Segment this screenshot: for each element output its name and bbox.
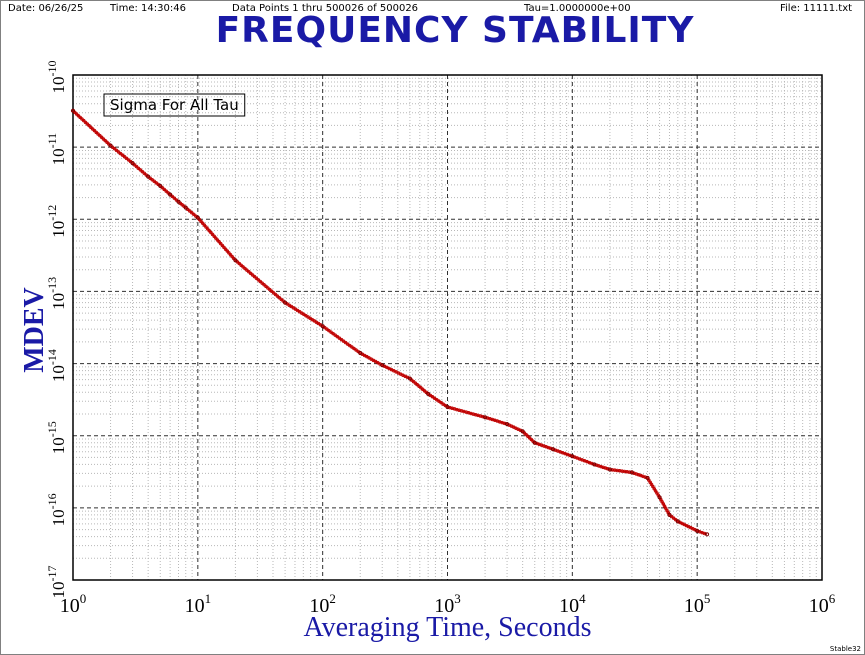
legend-box xyxy=(103,93,246,117)
mdev-data-point xyxy=(657,495,662,500)
y-tick-label: 10-13 xyxy=(45,277,68,310)
mdev-data-point xyxy=(176,199,181,204)
header-time: Time: 14:30:46 xyxy=(110,3,186,14)
mdev-data-point xyxy=(645,475,650,481)
mdev-data-point xyxy=(140,169,145,174)
mdev-data-point xyxy=(142,171,147,176)
y-tick-label: 10-16 xyxy=(45,493,68,526)
mdev-data-point xyxy=(695,528,700,533)
plot-border xyxy=(72,74,823,581)
mdev-data-point xyxy=(168,192,173,197)
chart-title: FREQUENCY STABILITY xyxy=(215,10,695,51)
mdev-data-point xyxy=(550,447,556,452)
mdev-data-point xyxy=(188,209,192,213)
mdev-data-point xyxy=(667,512,672,517)
mdev-data-point xyxy=(172,196,177,200)
x-tick-label: 105 xyxy=(684,591,711,617)
y-tick-label: 10-14 xyxy=(45,349,68,382)
y-tick-label: 10-10 xyxy=(45,61,68,94)
mdev-data-point xyxy=(592,462,597,467)
mdev-data-point xyxy=(146,174,151,179)
mdev-data-point xyxy=(70,108,76,113)
x-axis-label: Averaging Time, Seconds xyxy=(303,612,592,643)
mdev-data-point xyxy=(704,532,710,537)
mdev-data-point xyxy=(358,350,363,356)
mdev-data-point xyxy=(192,212,196,217)
y-tick-label: 10-15 xyxy=(45,421,68,454)
mdev-data-point xyxy=(426,391,431,396)
x-tick-label: 102 xyxy=(309,591,336,617)
mdev-data-point xyxy=(629,470,634,475)
mdev-data-point xyxy=(407,376,413,381)
x-tick-label: 100 xyxy=(60,591,87,617)
mdev-data-point xyxy=(130,161,135,166)
header-tau: Tau=1.0000000e+00 xyxy=(524,3,631,14)
mdev-data-point xyxy=(164,189,168,193)
mdev-data-point xyxy=(380,363,385,368)
mdev-data-point xyxy=(162,187,166,192)
mdev-data-point xyxy=(108,143,113,148)
y-tick-label: 10-12 xyxy=(45,205,68,238)
mdev-data-point xyxy=(482,415,488,420)
legend-label: Sigma For All Tau xyxy=(110,96,239,114)
x-tick-label: 106 xyxy=(809,591,836,617)
y-tick-label: 10-17 xyxy=(45,566,68,599)
mdev-data-point xyxy=(607,467,613,472)
mdev-data-point xyxy=(134,164,139,169)
mdev-data-point xyxy=(504,421,510,427)
x-tick-label: 104 xyxy=(559,591,586,617)
mdev-data-point xyxy=(190,210,194,215)
footer-label: Stable32 xyxy=(829,645,861,653)
mdev-data-point xyxy=(320,324,325,329)
y-tick-label: 10-11 xyxy=(45,133,68,166)
mdev-data-point xyxy=(138,168,143,172)
mdev-data-point xyxy=(282,300,288,305)
header-file: File: 11111.txt xyxy=(780,3,853,14)
mdev-data-point xyxy=(136,166,141,170)
mdev-data-point xyxy=(671,516,676,520)
mdev-data-point xyxy=(158,183,163,189)
header-data-points: Data Points 1 thru 500026 of 500026 xyxy=(232,3,419,14)
mdev-data-point xyxy=(520,429,525,434)
x-tick-label: 101 xyxy=(185,591,212,617)
y-axis-label: MDEV xyxy=(19,287,50,373)
header-date: Date: 06/26/25 xyxy=(8,3,84,14)
mdev-data-point xyxy=(445,404,450,410)
mdev-data-point xyxy=(233,258,238,263)
mdev-data-point xyxy=(532,440,537,445)
mdev-data-point xyxy=(183,205,188,210)
mdev-data-point xyxy=(570,454,575,459)
mdev-data-point xyxy=(195,215,200,220)
mdev-data-point xyxy=(675,519,680,524)
x-tick-label: 103 xyxy=(434,591,461,617)
